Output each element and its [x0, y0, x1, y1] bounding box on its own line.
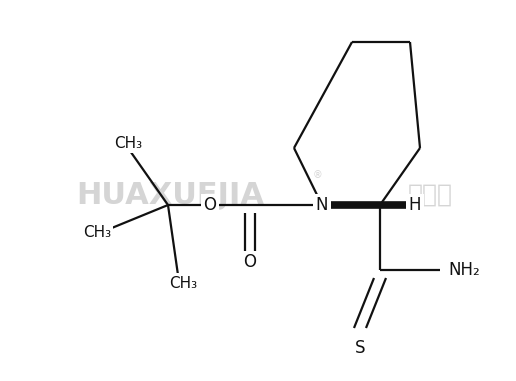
Text: O: O: [244, 253, 256, 271]
Text: CH₃: CH₃: [83, 224, 111, 240]
Text: S: S: [355, 339, 365, 357]
Text: H: H: [409, 196, 421, 214]
Text: ®: ®: [312, 170, 322, 180]
Text: CH₃: CH₃: [114, 136, 142, 150]
Text: N: N: [316, 196, 328, 214]
Text: HUAXUEJIA: HUAXUEJIA: [76, 181, 264, 210]
Text: 化学加: 化学加: [408, 183, 453, 207]
Text: O: O: [203, 196, 217, 214]
Text: NH₂: NH₂: [448, 261, 480, 279]
Text: CH₃: CH₃: [169, 275, 197, 290]
